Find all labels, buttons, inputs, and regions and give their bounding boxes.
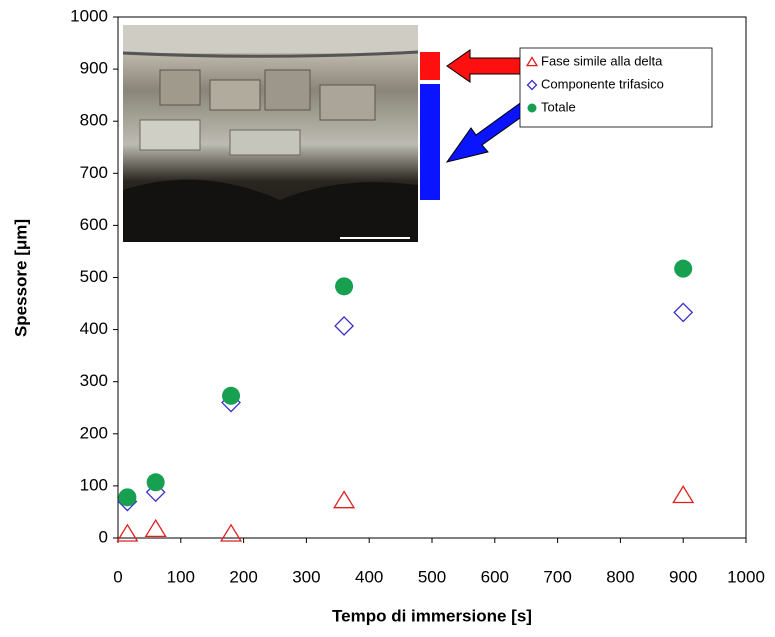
legend-label: Componente trifasico: [541, 76, 664, 91]
y-tick-label: 800: [80, 111, 108, 130]
x-tick-label: 200: [229, 567, 257, 586]
circle-marker: [674, 260, 692, 278]
circle-marker: [335, 277, 353, 295]
circle-marker: [147, 473, 165, 491]
triangle-marker: [221, 525, 241, 541]
x-tick-label: 900: [669, 567, 697, 586]
triangle-marker: [146, 520, 166, 536]
y-tick-label: 1000: [70, 6, 108, 25]
x-tick-label: 500: [418, 567, 446, 586]
triangle-marker: [118, 525, 138, 541]
legend-label: Totale: [541, 99, 576, 114]
inset-micrograph: [123, 25, 418, 242]
x-tick-label: 800: [606, 567, 634, 586]
three-phase-layer-bar: [420, 84, 440, 200]
circle-marker: [528, 104, 537, 113]
y-tick-label: 100: [80, 475, 108, 494]
y-tick-label: 0: [99, 527, 108, 546]
y-axis-title: Spessore [μm]: [11, 219, 30, 337]
x-tick-label: 400: [355, 567, 383, 586]
legend-label: Fase simile alla delta: [541, 53, 663, 68]
triangle-marker: [673, 486, 693, 502]
x-tick-label: 600: [481, 567, 509, 586]
y-tick-label: 900: [80, 59, 108, 78]
y-tick-label: 400: [80, 319, 108, 338]
chart: Tempo di immersione [s] Spessore [μm] 0 1…: [0, 0, 775, 637]
circle-marker: [118, 488, 136, 506]
y-tick-label: 500: [80, 267, 108, 286]
x-tick-label: 700: [543, 567, 571, 586]
x-axis-title: Tempo di immersione [s]: [332, 606, 532, 625]
y-tick-label: 300: [80, 371, 108, 390]
x-tick-label: 0: [113, 567, 122, 586]
y-tick-label: 700: [80, 163, 108, 182]
x-tick-label: 100: [167, 567, 195, 586]
delta-layer-bar: [420, 52, 440, 80]
y-tick-label: 600: [80, 215, 108, 234]
y-tick-label: 200: [80, 423, 108, 442]
circle-marker: [222, 387, 240, 405]
triangle-marker: [334, 491, 354, 507]
x-tick-label: 300: [292, 567, 320, 586]
x-tick-label: 1000: [727, 567, 765, 586]
diamond-marker: [674, 303, 692, 321]
red-arrow: [447, 50, 525, 82]
diamond-marker: [335, 317, 353, 335]
